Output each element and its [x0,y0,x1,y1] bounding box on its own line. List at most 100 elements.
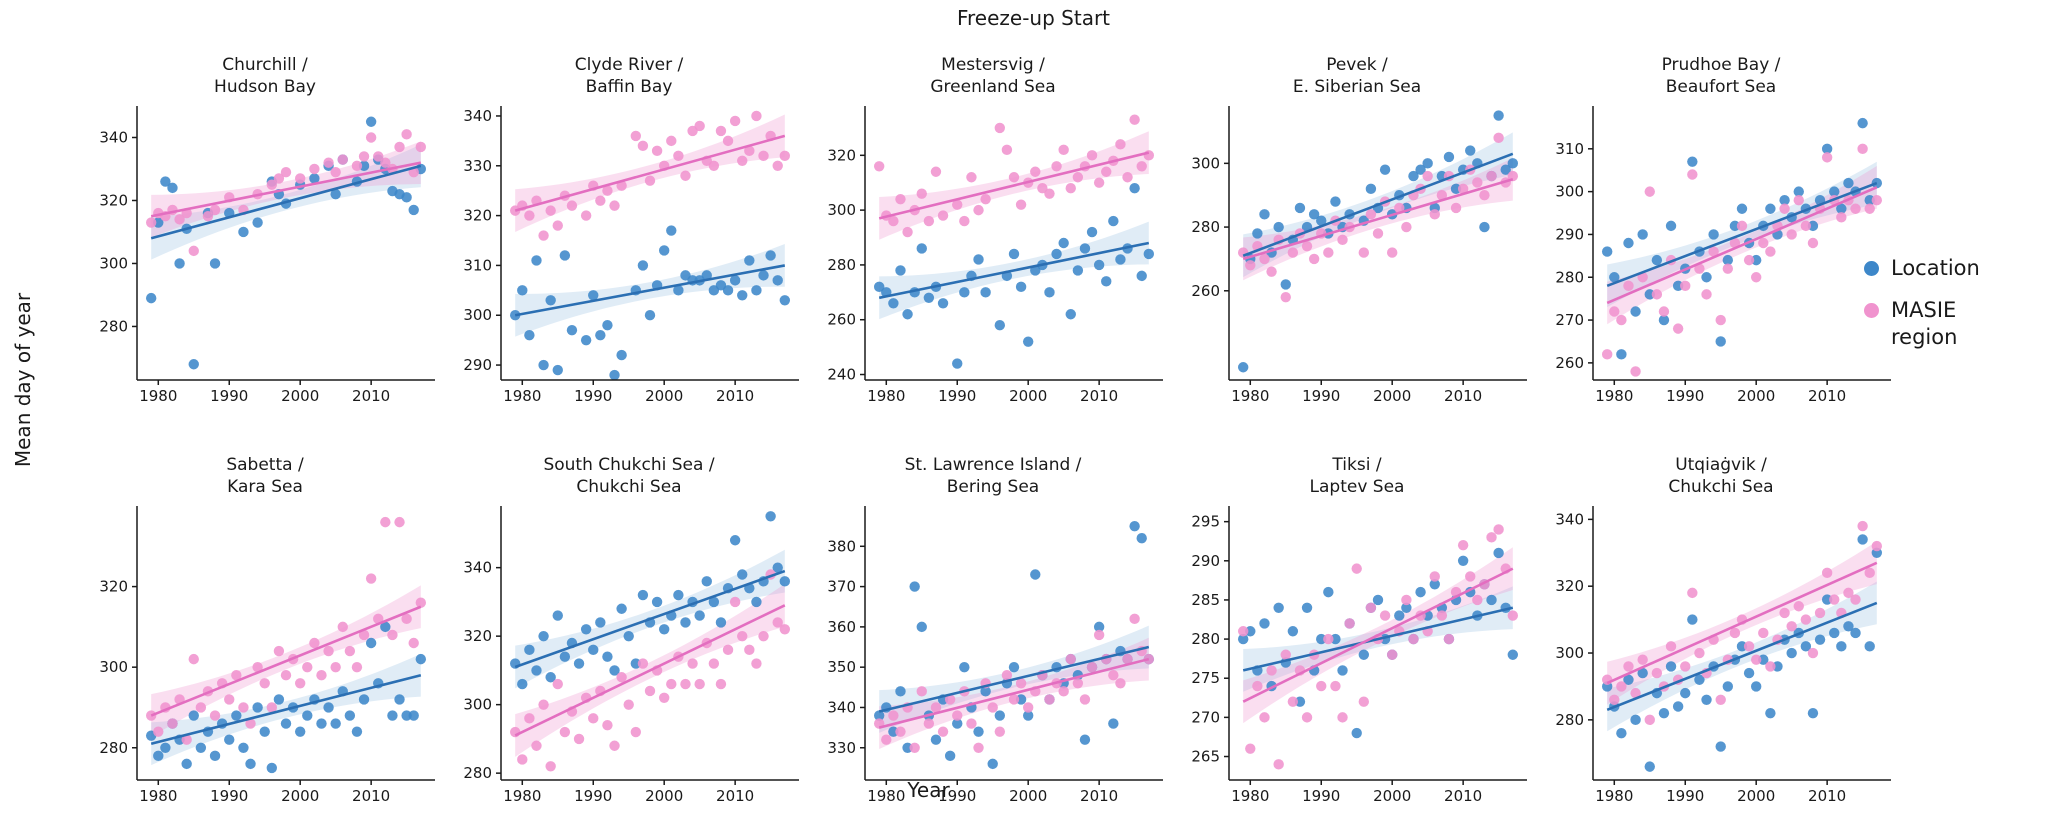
svg-text:2000: 2000 [1737,787,1775,805]
subplot-title: Sabetta / Kara Sea [226,454,304,497]
scatter-plot-tiksi: 265 270 275 280 285 290 295 1980 1990 2000 2010 [1191,506,1527,805]
svg-text:1990: 1990 [938,787,976,805]
subplot-mestersvig-greenland-sea: Mestersvig / Greenland Sea 240 260 280 300 3… [814,50,1172,412]
legend: Location MASIE region [1864,255,2059,350]
svg-text:280: 280 [1191,218,1220,236]
svg-text:2010: 2010 [716,787,754,805]
svg-text:1980: 1980 [139,787,177,805]
subplot-title: Prudhoe Bay / Beaufort Sea [1661,54,1781,97]
svg-text:300: 300 [827,201,856,219]
svg-text:350: 350 [827,658,856,676]
svg-text:2000: 2000 [281,787,319,805]
svg-text:1990: 1990 [1666,787,1704,805]
y-axis-label: Mean day of year [11,292,35,468]
svg-text:1980: 1980 [139,387,177,405]
svg-text:1990: 1990 [1302,787,1340,805]
svg-text:290: 290 [1191,552,1220,570]
svg-text:290: 290 [1555,225,1584,243]
svg-text:270: 270 [1191,708,1220,726]
svg-text:320: 320 [463,207,492,225]
svg-text:2000: 2000 [281,387,319,405]
svg-text:265: 265 [1191,748,1220,766]
scatter-plot-clyde-river: 290 300 310 320 330 340 1980 1990 2000 2010 [463,106,799,405]
svg-text:330: 330 [827,739,856,757]
svg-text:1980: 1980 [1595,387,1633,405]
scatter-plot-st-lawrence: 330 340 350 360 370 380 1980 1990 2000 2010 [827,506,1163,805]
legend-label: Location [1891,256,1980,280]
svg-text:2010: 2010 [1080,787,1118,805]
svg-text:280: 280 [463,764,492,782]
svg-text:1980: 1980 [1231,787,1269,805]
scatter-plot-utqiagvik: 280 300 320 340 1980 1990 2000 2010 [1555,506,1891,805]
svg-text:360: 360 [827,618,856,636]
svg-text:1980: 1980 [867,787,905,805]
svg-text:300: 300 [463,696,492,714]
svg-text:320: 320 [1555,577,1584,595]
svg-text:280: 280 [1555,268,1584,286]
svg-text:310: 310 [1555,140,1584,158]
svg-text:310: 310 [463,256,492,274]
subplot-grid: Churchill / Hudson Bay 280 300 320 340 1980 1… [46,34,1891,828]
svg-text:300: 300 [1555,183,1584,201]
svg-text:2000: 2000 [645,387,683,405]
scatter-plot-south-chukchi: 280 300 320 340 1980 1990 2000 2010 [463,506,799,805]
subplot-sabetta-kara-sea: Sabetta / Kara Sea 280 300 320 1980 1990 2000… [86,450,444,812]
subplot-title: Clyde River / Baffin Bay [574,54,684,97]
scatter-plot-mestersvig: 240 260 280 300 320 1980 1990 2000 2010 [827,106,1163,405]
svg-text:280: 280 [827,256,856,274]
svg-text:2010: 2010 [1444,387,1482,405]
subplot-title: Tiksi / Laptev Sea [1309,454,1405,497]
svg-text:280: 280 [99,739,128,757]
legend-item-masie-region: MASIE region [1864,297,2059,350]
scatter-plot-prudhoe-bay: 260 270 280 290 300 310 1980 1990 2000 2010 [1555,106,1891,405]
masie-series-dot-icon [1864,303,1879,319]
subplot-title: Utqiaġvik / Chukchi Sea [1668,454,1774,497]
subplot-title: Mestersvig / Greenland Sea [930,54,1056,97]
svg-text:2000: 2000 [1373,787,1411,805]
svg-text:280: 280 [1555,711,1584,729]
svg-text:2010: 2010 [352,787,390,805]
subplot-churchill-hudson-bay: Churchill / Hudson Bay 280 300 320 340 1980 1… [86,50,444,412]
svg-text:280: 280 [1191,630,1220,648]
svg-text:300: 300 [1555,644,1584,662]
y-axis-label-container: Mean day of year [0,0,46,760]
subplot-st-lawrence-island-bering-sea: St. Lawrence Island / Bering Sea 330 340 3… [814,450,1172,812]
svg-text:290: 290 [463,356,492,374]
figure-title: Freeze-up Start [956,6,1111,30]
svg-text:340: 340 [827,698,856,716]
svg-text:1990: 1990 [574,787,612,805]
svg-text:300: 300 [99,254,128,272]
svg-text:1990: 1990 [1666,387,1704,405]
svg-text:1980: 1980 [1595,787,1633,805]
svg-text:260: 260 [1555,354,1584,372]
svg-text:1990: 1990 [210,387,248,405]
x-axis-label: Year [907,778,950,802]
svg-text:1980: 1980 [867,387,905,405]
subplot-south-chukchi-sea: South Chukchi Sea / Chukchi Sea 280 300 32… [450,450,808,812]
svg-text:1990: 1990 [210,787,248,805]
svg-text:2010: 2010 [716,387,754,405]
svg-text:2000: 2000 [1373,387,1411,405]
svg-text:2000: 2000 [1737,387,1775,405]
subplot-tiksi-laptev-sea: Tiksi / Laptev Sea 265 270 275 280 285 290 295… [1178,450,1536,812]
svg-text:340: 340 [463,107,492,125]
svg-text:320: 320 [827,146,856,164]
subplot-title: Pevek / E. Siberian Sea [1292,54,1422,97]
svg-text:295: 295 [1191,513,1220,531]
svg-text:260: 260 [1191,282,1220,300]
svg-text:300: 300 [99,658,128,676]
svg-text:2000: 2000 [645,787,683,805]
svg-text:1980: 1980 [1231,387,1269,405]
svg-text:280: 280 [99,317,128,335]
svg-text:340: 340 [99,128,128,146]
svg-text:2000: 2000 [1009,387,1047,405]
subplot-prudhoe-bay-beaufort-sea: Prudhoe Bay / Beaufort Sea 260 270 280 290 3… [1542,50,1900,412]
subplot-title: Churchill / Hudson Bay [214,54,316,97]
legend-label: MASIE region [1891,298,1958,349]
subplot-clyde-river-baffin-bay: Clyde River / Baffin Bay 290 300 310 320 330… [450,50,808,412]
svg-text:285: 285 [1191,591,1220,609]
svg-text:330: 330 [463,157,492,175]
legend-item-location: Location [1864,255,2059,281]
scatter-plot-sabetta: 280 300 320 1980 1990 2000 2010 [99,506,435,805]
svg-text:270: 270 [1555,311,1584,329]
